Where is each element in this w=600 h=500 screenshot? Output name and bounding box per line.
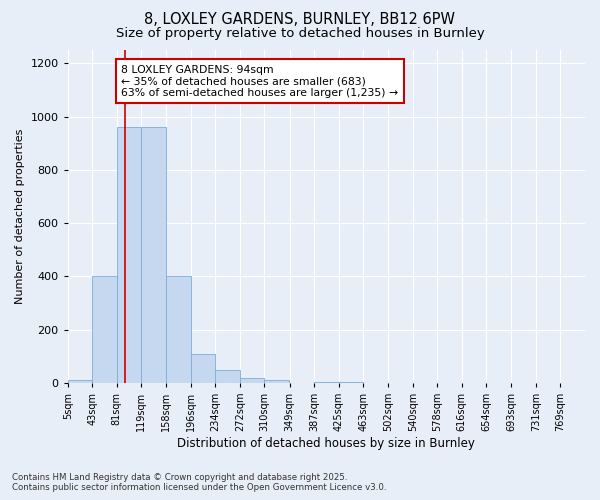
Bar xyxy=(338,382,363,383)
Text: 8 LOXLEY GARDENS: 94sqm
← 35% of detached houses are smaller (683)
63% of semi-d: 8 LOXLEY GARDENS: 94sqm ← 35% of detache… xyxy=(121,64,398,98)
Text: Contains HM Land Registry data © Crown copyright and database right 2025.
Contai: Contains HM Land Registry data © Crown c… xyxy=(12,473,386,492)
Bar xyxy=(265,380,289,383)
Bar xyxy=(191,354,215,383)
Bar xyxy=(166,276,191,383)
Bar xyxy=(215,370,240,383)
Text: Size of property relative to detached houses in Burnley: Size of property relative to detached ho… xyxy=(116,28,484,40)
Bar xyxy=(141,127,166,383)
Bar xyxy=(92,276,117,383)
Bar xyxy=(117,127,141,383)
Text: 8, LOXLEY GARDENS, BURNLEY, BB12 6PW: 8, LOXLEY GARDENS, BURNLEY, BB12 6PW xyxy=(145,12,455,28)
Bar xyxy=(314,382,338,383)
Bar xyxy=(68,380,92,383)
Bar xyxy=(240,378,265,383)
X-axis label: Distribution of detached houses by size in Burnley: Distribution of detached houses by size … xyxy=(178,437,475,450)
Y-axis label: Number of detached properties: Number of detached properties xyxy=(15,129,25,304)
